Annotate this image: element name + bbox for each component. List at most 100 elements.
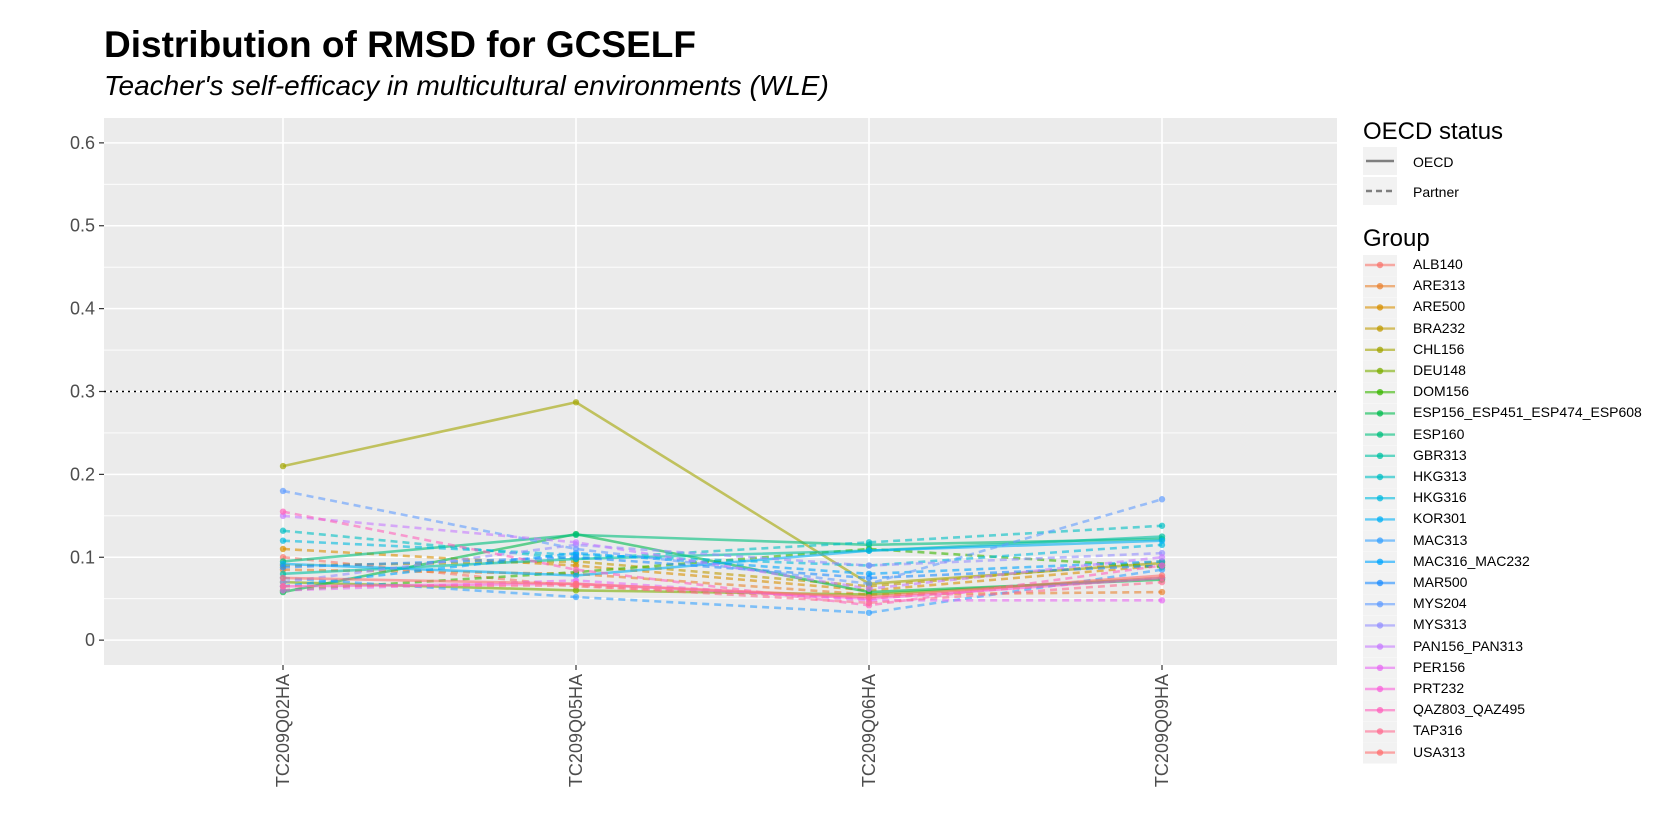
legend-label-group: QAZ803_QAZ495	[1413, 701, 1526, 718]
data-point	[279, 527, 287, 534]
legend-key-point	[1376, 473, 1384, 481]
legend-label-group: MAR500	[1413, 574, 1468, 590]
legend-label-group: BRA232	[1413, 319, 1466, 336]
data-point	[279, 583, 287, 590]
data-point	[279, 508, 287, 515]
y-tick-label: 0.4	[70, 299, 95, 319]
legend-label-group: HKG316	[1413, 489, 1467, 506]
chart-subtitle: Teacher's self-efficacy in multicultural…	[104, 70, 829, 101]
x-tick-label: TC209Q05HA	[566, 674, 586, 787]
legend-label-group: HKG313	[1413, 468, 1467, 484]
series-line-usa313	[282, 574, 1163, 599]
y-tick-label: 0.1	[70, 547, 95, 567]
legend-label-group: KOR301	[1413, 510, 1467, 527]
legend-label-group: GBR313	[1413, 446, 1467, 463]
data-point	[865, 609, 873, 616]
y-tick-label: 0.2	[70, 464, 95, 484]
data-point	[572, 593, 580, 601]
legend-key-point	[1376, 367, 1384, 375]
data-point	[279, 564, 287, 571]
legend-label-group: ESP160	[1413, 425, 1465, 442]
legend-label-group: CHL156	[1413, 340, 1465, 357]
legend-key-point	[1376, 346, 1384, 353]
data-point	[1158, 537, 1166, 544]
data-point	[279, 574, 287, 582]
legend-label-partner: Partner	[1413, 184, 1459, 200]
legend-key-point	[1376, 261, 1384, 269]
data-point	[572, 587, 580, 594]
legend-key-point	[1376, 410, 1384, 417]
series-line-mac316_mac232	[282, 551, 1163, 588]
x-tick-label: TC209Q06HA	[859, 674, 879, 787]
legend-label-oecd: OECD	[1413, 154, 1454, 170]
data-point	[1158, 597, 1166, 604]
legend-key-point	[1376, 495, 1384, 502]
data-point	[279, 545, 287, 553]
data-point	[1158, 522, 1166, 529]
legend-label-group: MYS313	[1413, 616, 1467, 633]
x-tick-label: TC209Q02HA	[273, 674, 293, 787]
data-point	[865, 593, 873, 601]
data-point	[572, 554, 580, 561]
x-tick-label: TC209Q09HA	[1152, 674, 1172, 787]
data-point	[572, 580, 580, 587]
data-point	[279, 487, 287, 495]
legend-key-point	[1376, 537, 1384, 544]
legend-label-group: USA313	[1413, 743, 1466, 760]
legend-label-group: MAC316_MAC232	[1413, 552, 1530, 569]
legend-label-group: PRT232	[1413, 680, 1465, 696]
legend-label-group: PAN156_PAN313	[1413, 637, 1523, 654]
data-point	[865, 574, 873, 582]
legend-label-group: PER156	[1413, 658, 1466, 675]
series-line-mys313	[282, 543, 1163, 584]
legend-label-group: ARE500	[1413, 298, 1466, 315]
legend-key-point	[1376, 622, 1384, 629]
legend-label-group: MAC313	[1413, 531, 1468, 548]
data-point	[572, 399, 580, 406]
series-line-qaz803_qaz495	[282, 510, 1163, 607]
legend-key-point	[1376, 685, 1384, 693]
series-line-gbr313	[282, 535, 1163, 576]
y-tick-label: 0	[85, 630, 95, 650]
legend-key-point	[1376, 643, 1384, 650]
legend-label-group: TAP316	[1413, 722, 1463, 739]
legend-key-point	[1376, 304, 1384, 311]
data-point	[1158, 554, 1166, 561]
legend-title-status: OECD status	[1363, 118, 1504, 145]
data-point	[279, 462, 287, 470]
legend-key-point	[1376, 601, 1384, 608]
legend-key-point	[1376, 325, 1384, 332]
series-line-are500	[282, 547, 1163, 592]
series-line-mys204	[282, 489, 1163, 586]
data-point	[865, 562, 873, 569]
legend-key-point	[1376, 283, 1384, 290]
data-point	[1158, 496, 1166, 503]
legend-label-group: ALB140	[1413, 256, 1463, 272]
legend-key-point	[1376, 749, 1384, 756]
data-point	[865, 539, 873, 546]
legend-label-group: ARE313	[1413, 277, 1466, 294]
legend-key-point	[1376, 664, 1384, 671]
data-point	[865, 585, 873, 592]
legend-key-point	[1376, 431, 1384, 438]
legend-key-point	[1376, 728, 1384, 735]
series-line-tap316	[282, 580, 1163, 605]
data-point	[865, 599, 873, 607]
data-point	[1158, 572, 1166, 579]
legend-key-point	[1376, 516, 1384, 523]
y-tick-label: 0.3	[70, 382, 95, 402]
data-point	[572, 531, 580, 539]
data-point	[1158, 562, 1166, 569]
data-point	[572, 539, 580, 546]
legend-label-group: ESP156_ESP451_ESP474_ESP608	[1413, 404, 1642, 421]
legend-key-point	[1376, 579, 1384, 587]
legend-key-point	[1376, 558, 1384, 565]
legend-label-group: DEU148	[1413, 362, 1466, 378]
data-point	[572, 566, 580, 573]
chart-title: Distribution of RMSD for GCSELF	[104, 24, 696, 65]
data-point	[1158, 578, 1166, 586]
legend-key-point	[1376, 389, 1384, 396]
data-point	[865, 547, 873, 554]
legend-key-point	[1376, 707, 1384, 714]
